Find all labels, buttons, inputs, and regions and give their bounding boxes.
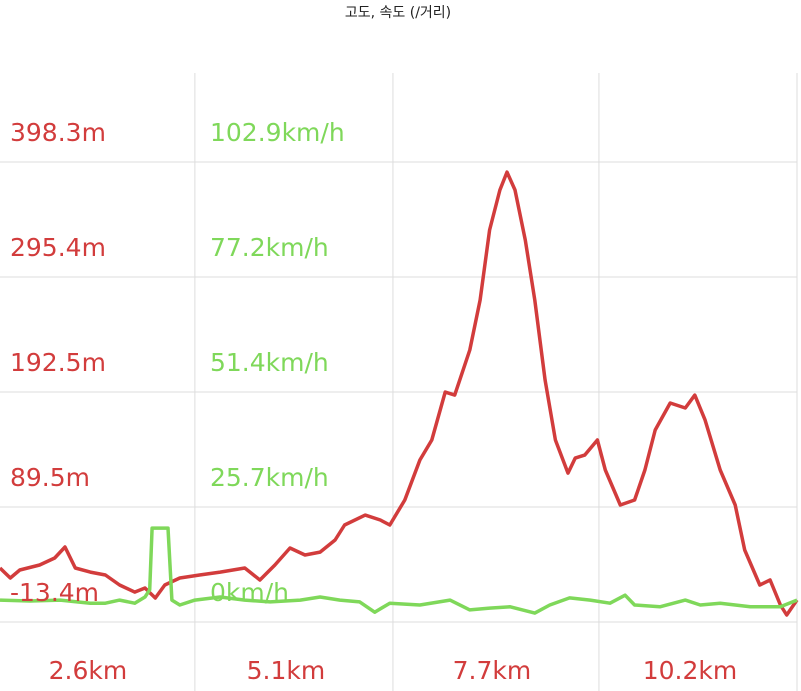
y2-tick-label: 102.9km/h [210, 118, 345, 147]
y-tick-label: 398.3m [10, 118, 106, 147]
x-tick-label: 2.6km [49, 656, 128, 685]
line-series [0, 526, 798, 615]
x-tick-label: 7.7km [453, 656, 532, 685]
x-tick-label: 5.1km [247, 656, 326, 685]
line-series [0, 170, 799, 617]
y-tick-label: 295.4m [10, 233, 106, 262]
y2-tick-label: 77.2km/h [210, 233, 329, 262]
y2-tick-label: 0km/h [210, 578, 289, 607]
x-tick-label: 10.2km [643, 656, 738, 685]
y-tick-label: 89.5m [10, 463, 90, 492]
y2-tick-label: 51.4km/h [210, 348, 329, 377]
y-tick-label: 192.5m [10, 348, 106, 377]
y2-tick-label: 25.7km/h [210, 463, 329, 492]
y-tick-label: -13.4m [10, 578, 99, 607]
chart-title: 고도, 속도 (/거리) [345, 5, 451, 21]
